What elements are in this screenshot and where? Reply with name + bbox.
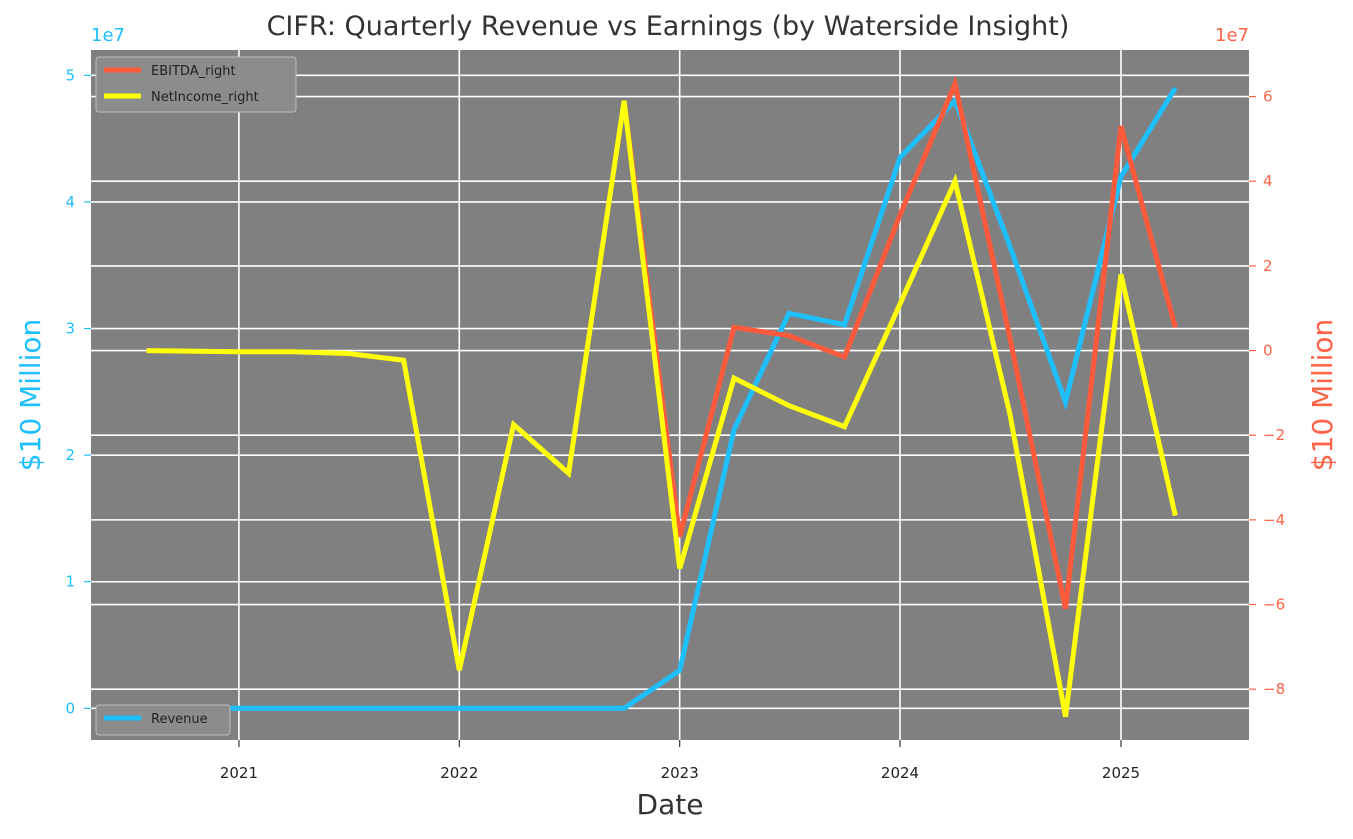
- series-line-netincome: [146, 100, 1178, 718]
- y-right-tick-label: −8: [1263, 680, 1285, 698]
- chart-title: CIFR: Quarterly Revenue vs Earnings (by …: [267, 11, 1070, 42]
- legend-label-netincome: NetIncome_right: [151, 90, 259, 105]
- left-axis-multiplier: 1e7: [91, 25, 125, 46]
- y-right-tick-label: −6: [1263, 596, 1285, 614]
- y-axis-left-label: $10 Million: [14, 319, 47, 472]
- series-line-revenue: [146, 86, 1178, 711]
- y-axis-left: 0 1 2 3 4 5: [65, 66, 91, 717]
- y-left-tick-label: 5: [65, 66, 75, 84]
- legend-box: [95, 56, 297, 113]
- y-left-tick-label: 4: [65, 193, 75, 211]
- x-axis: 2021 2022 2023 2024 2025: [220, 740, 1140, 782]
- y-right-tick-label: −4: [1263, 511, 1285, 529]
- legend-label-ebitda: EBITDA_right: [151, 64, 236, 79]
- y-left-tick-label: 1: [65, 573, 75, 591]
- y-right-tick-label: 2: [1263, 257, 1273, 275]
- right-axis-multiplier: 1e7: [1215, 25, 1249, 46]
- y-axis-right-label: $10 Million: [1306, 319, 1339, 472]
- y-left-tick-label: 3: [65, 320, 75, 338]
- legend-left-axis: Revenue: [95, 704, 231, 736]
- legend-right-axis: EBITDA_right NetIncome_right: [95, 56, 297, 113]
- x-tick-label: 2024: [881, 764, 919, 782]
- x-tick-label: 2025: [1102, 764, 1140, 782]
- plot-area: [91, 50, 1249, 740]
- x-tick-label: 2023: [661, 764, 699, 782]
- series-lines: [146, 75, 1178, 718]
- y-left-tick-label: 2: [65, 446, 75, 464]
- y-right-tick-label: 0: [1263, 342, 1273, 360]
- y-right-tick-label: 6: [1263, 88, 1273, 106]
- x-tick-label: 2021: [220, 764, 258, 782]
- legend-box: [95, 704, 231, 736]
- series-line-ebitda: [621, 75, 1178, 610]
- y-left-tick-label: 0: [65, 699, 75, 717]
- y-right-tick-label: 4: [1263, 172, 1273, 190]
- grid-lines: [91, 50, 1249, 740]
- y-axis-right: −8 −6 −4 −2 0 2 4 6: [1249, 88, 1285, 698]
- legend-label-revenue: Revenue: [151, 712, 208, 727]
- x-axis-label: Date: [637, 788, 704, 821]
- x-tick-label: 2022: [440, 764, 478, 782]
- y-right-tick-label: −2: [1263, 426, 1285, 444]
